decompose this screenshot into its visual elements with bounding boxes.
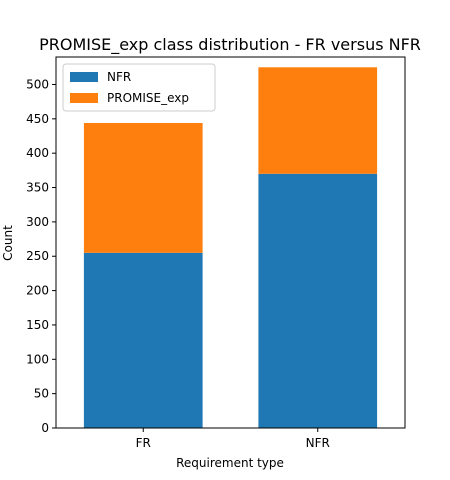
- x-axis: FR NFR: [136, 428, 330, 450]
- bars-group: [83, 67, 378, 428]
- y-tick-label: 50: [34, 387, 49, 401]
- x-tick-label: NFR: [306, 436, 330, 450]
- x-tick-label: FR: [136, 436, 151, 450]
- legend-box: [62, 63, 216, 112]
- y-tick-label: 150: [26, 318, 49, 332]
- legend-swatch: [70, 93, 98, 103]
- legend-label: PROMISE_exp: [107, 91, 189, 105]
- y-tick-label: 200: [26, 284, 49, 298]
- legend-swatch: [70, 72, 98, 82]
- y-axis-label: Count: [1, 225, 15, 261]
- x-axis-label: Requirement type: [176, 456, 284, 470]
- y-tick-label: 450: [26, 112, 49, 126]
- plot-frame: [55, 56, 406, 429]
- y-tick-label: 0: [41, 421, 49, 435]
- y-tick-label: 100: [26, 352, 49, 366]
- y-axis: 0 50 100 150 200 250 300 350 400 450 500: [26, 77, 56, 435]
- bar-nfr-promise-exp: [258, 67, 378, 174]
- bar-fr-nfr: [83, 252, 203, 428]
- legend-label: NFR: [107, 70, 131, 84]
- y-tick-label: 400: [26, 146, 49, 160]
- bar-fr-promise-exp: [83, 123, 203, 253]
- y-tick-label: 500: [26, 77, 49, 91]
- bar-nfr-nfr: [258, 173, 378, 428]
- chart-title: PROMISE_exp class distribution - FR vers…: [39, 35, 421, 55]
- y-tick-label: 350: [26, 181, 49, 195]
- y-tick-label: 300: [26, 215, 49, 229]
- legend: NFR PROMISE_exp: [62, 63, 216, 112]
- y-tick-label: 250: [26, 249, 49, 263]
